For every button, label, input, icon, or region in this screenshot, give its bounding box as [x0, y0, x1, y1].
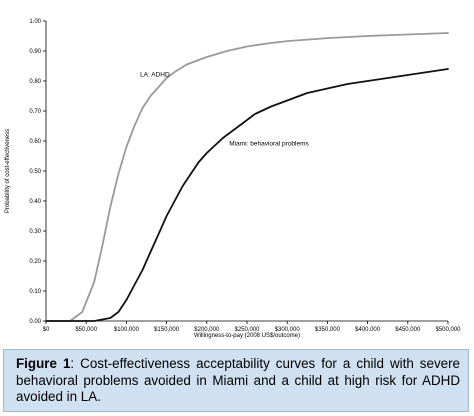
y-tick-label: 0.30 [29, 229, 41, 235]
y-tick-label: 0.00 [29, 319, 41, 325]
x-tick-label: $150,000 [154, 327, 180, 333]
y-tick-label: 0.50 [29, 169, 41, 175]
y-tick-label: 1.00 [29, 19, 41, 25]
series-line-1 [45, 68, 449, 322]
annotation-layer: LA: ADHD Miami: behavioral problems [140, 72, 309, 148]
x-axis-title: Willingness-to-pay (2008 US$/outcome) [194, 333, 300, 339]
x-tick-label: $0 [43, 327, 50, 333]
series-layer [45, 32, 449, 322]
y-tick-label: 0.90 [29, 49, 41, 55]
x-tick-label: $250,000 [234, 327, 260, 333]
y-axis-title: Probability of cost-effectiveness [5, 129, 11, 213]
series-line-0 [45, 32, 449, 322]
x-tick-label: $50,000 [75, 327, 97, 333]
x-tick-label: $350,000 [315, 327, 341, 333]
x-tick-label: $400,000 [355, 327, 381, 333]
y-tick-label: 0.60 [29, 139, 41, 145]
y-tick-label: 0.80 [29, 79, 41, 85]
figure-caption-label: Figure 1 [16, 356, 71, 371]
y-ticks: 0.00 0.10 0.20 0.30 0.40 0.50 0.60 0.70 0.80 0.90… [29, 19, 46, 325]
y-tick-label: 0.70 [29, 109, 41, 115]
figure-caption-text: : Cost-effectiveness acceptability curve… [16, 356, 460, 404]
x-tick-label: $100,000 [114, 327, 140, 333]
x-tick-label: $500,000 [435, 327, 461, 333]
x-tick-label: $300,000 [275, 327, 301, 333]
series-annotation: Miami: behavioral problems [229, 141, 309, 148]
y-tick-label: 0.10 [29, 289, 41, 295]
x-tick-label: $200,000 [194, 327, 220, 333]
x-ticks: $0 $50,000 $100,000 $150,000 $200,000 $250,00… [43, 321, 461, 333]
x-tick-label: $450,000 [395, 327, 421, 333]
y-tick-label: 0.20 [29, 259, 41, 265]
figure-caption: Figure 1: Cost-effectiveness acceptabili… [16, 356, 460, 406]
figure-caption-box: Figure 1: Cost-effectiveness acceptabili… [3, 349, 469, 412]
series-annotation: LA: ADHD [140, 72, 170, 79]
chart: 0.00 0.10 0.20 0.30 0.40 0.50 0.60 0.70 0.80 0.90… [5, 19, 461, 339]
y-tick-label: 0.40 [29, 199, 41, 205]
